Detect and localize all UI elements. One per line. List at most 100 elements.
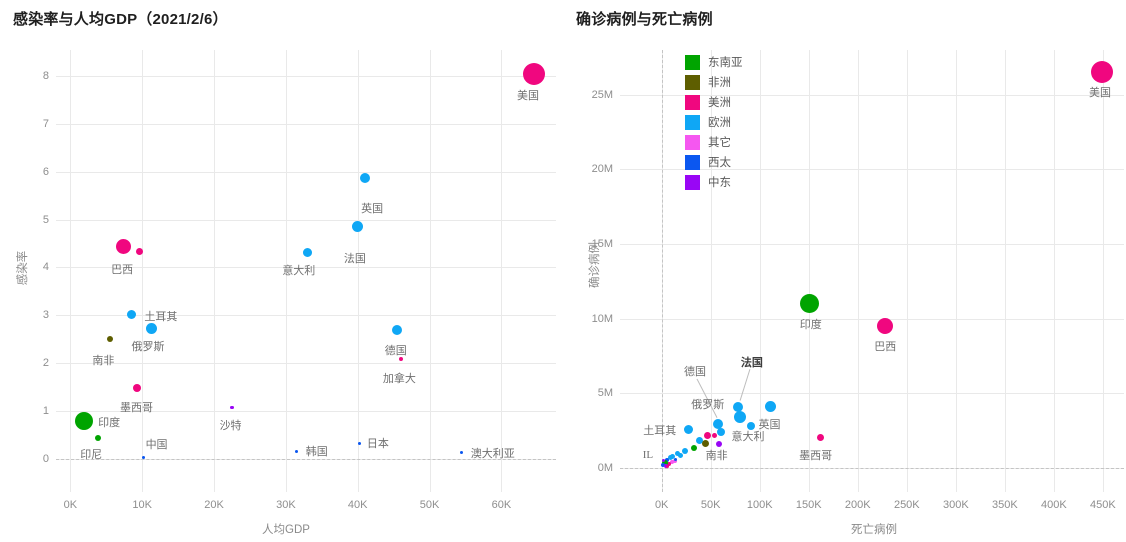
gridline-x [70,50,72,492]
data-point[interactable] [135,248,143,256]
gridline-x [501,50,503,492]
data-point[interactable] [667,455,673,461]
data-point[interactable] [715,440,722,447]
data-point-法国[interactable] [352,221,364,233]
gridline-y [620,169,1124,171]
data-point-南非[interactable] [702,440,710,448]
x-tick-label: 100K [746,499,773,511]
legend-swatch [685,94,700,110]
data-point-印尼[interactable] [95,435,102,442]
data-point-印度[interactable] [800,294,820,314]
point-label-英国: 英国 [361,202,384,215]
x-tick-label: 400K [1041,499,1067,511]
data-point-土耳其[interactable] [126,309,136,319]
data-point-印度[interactable] [75,411,94,430]
y-tick-label: 0 [42,452,49,465]
gridline-x [357,50,359,492]
data-point-俄罗斯[interactable] [734,410,747,423]
zero-line-horizontal [620,467,1124,469]
legend-swatch [685,54,700,70]
gridline-x [759,50,761,492]
data-point[interactable] [663,464,668,469]
legend-swatch [685,134,700,150]
data-point-墨西哥[interactable] [817,434,825,442]
zero-line-horizontal [56,458,556,460]
data-point-美国[interactable] [522,62,545,85]
x-tick-label: 0K [654,499,669,511]
x-tick-label: 450K [1090,499,1116,511]
y-tick-label: 4 [42,261,49,274]
data-point-英国[interactable] [359,173,370,184]
data-point-法国[interactable] [733,401,744,412]
point-label-沙特: 沙特 [219,420,242,433]
data-point[interactable] [682,447,689,454]
point-label-中国: 中国 [145,439,168,452]
data-point-墨西哥[interactable] [133,383,142,392]
y-tick-label: 0M [597,461,613,474]
gridline-x [906,50,908,492]
data-point-意大利[interactable] [302,247,312,257]
point-label-意大利: 意大利 [282,264,316,277]
data-point[interactable] [691,444,698,451]
data-point[interactable] [704,431,712,439]
data-point-德国[interactable] [392,324,403,335]
legend-item-东南亚[interactable]: 东南亚 [685,52,743,72]
data-point-土耳其[interactable] [683,425,693,435]
data-point[interactable] [712,432,718,438]
point-label-巴西: 巴西 [111,263,134,276]
data-point[interactable] [662,459,666,463]
data-point[interactable] [674,450,680,456]
gridline-x [808,50,810,492]
gridline-x [214,50,216,492]
gridline-y [56,410,556,412]
data-point[interactable] [696,437,704,445]
y-axis-title-left: 感染率 [17,250,29,286]
data-point[interactable] [664,457,669,462]
x-tick-label: 40K [347,499,368,511]
data-point-日本[interactable] [358,442,362,446]
data-point-中国[interactable] [142,455,146,459]
data-point-美国[interactable] [1090,61,1113,84]
legend-item-西太[interactable]: 西太 [685,152,743,172]
gridline-x [285,50,287,492]
point-label-俄罗斯: 俄罗斯 [131,340,165,353]
x-tick-label: 200K [844,499,871,511]
point-label-德国: 德国 [384,344,407,357]
data-point[interactable] [670,453,676,459]
legend-item-非洲[interactable]: 非洲 [685,72,743,92]
data-point-巴西[interactable] [116,238,132,254]
data-point[interactable] [660,462,665,467]
y-tick-label: 5 [42,213,49,226]
data-point[interactable] [662,460,668,467]
gridline-y [620,318,1124,320]
data-point[interactable] [669,460,674,465]
legend-item-其它[interactable]: 其它 [685,132,743,152]
data-point[interactable] [666,464,670,468]
point-label-澳大利亚: 澳大利亚 [470,447,515,460]
data-point[interactable] [717,428,726,437]
data-point-俄罗斯[interactable] [146,323,158,335]
point-label-法国: 法国 [740,356,763,369]
gridline-y [620,393,1124,395]
x-tick-label: 10K [132,499,152,511]
data-point[interactable] [666,461,671,466]
data-point-澳大利亚[interactable] [460,451,464,455]
data-point-韩国[interactable] [295,449,299,453]
data-point[interactable] [674,457,678,461]
data-point-南非[interactable] [106,336,113,343]
data-point[interactable] [677,453,683,459]
data-point-巴西[interactable] [877,317,894,334]
legend-item-欧洲[interactable]: 欧洲 [685,112,743,132]
data-point-加拿大[interactable] [398,357,403,362]
point-label-南非: 南非 [92,354,115,367]
point-label-墨西哥: 墨西哥 [799,450,833,463]
legend-item-美洲[interactable]: 美洲 [685,92,743,112]
data-point-德国[interactable] [713,418,724,429]
gridline-y [620,243,1124,245]
point-label-俄罗斯: 俄罗斯 [691,399,725,412]
data-point-英国[interactable] [765,401,776,413]
legend-item-中东[interactable]: 中东 [685,172,743,192]
data-point[interactable] [673,458,677,463]
data-point-沙特[interactable] [230,405,234,410]
data-point-意大利[interactable] [746,421,755,430]
